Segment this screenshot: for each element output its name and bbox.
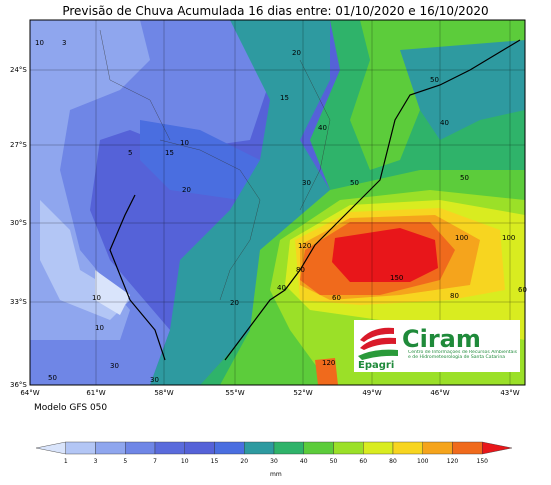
contour-label: 50: [430, 76, 439, 84]
contour-label: 80: [296, 266, 305, 274]
contour-label: 30: [150, 376, 159, 384]
ciram-logo: Ciram Epagri Centro de Informações de Re…: [354, 320, 520, 372]
map-title: Previsão de Chuva Acumulada 16 dias entr…: [62, 4, 489, 18]
contour-labels: 10 3 15 10 20 40 30 50 40 50 50 100 100 …: [35, 39, 527, 384]
lat-label: 27°S: [10, 141, 27, 149]
contour-label: 50: [460, 174, 469, 182]
lon-label: 64°W: [20, 389, 39, 397]
logo-bars: [358, 349, 398, 360]
contour-label: 10: [35, 39, 44, 47]
contour-label: 60: [518, 286, 527, 294]
lon-label: 58°W: [154, 389, 173, 397]
contour-label: 40: [277, 284, 286, 292]
borders: [99, 29, 331, 301]
contour-label: 100: [502, 234, 515, 242]
lat-label: 24°S: [10, 66, 27, 74]
contour-label: 20: [182, 186, 191, 194]
contour-label: 30: [302, 179, 311, 187]
logo-mark: [360, 327, 396, 350]
contour-label: 80: [450, 292, 459, 300]
lon-label: 46°W: [430, 389, 449, 397]
contour-label: 15: [165, 149, 174, 157]
lon-label: 52°W: [293, 389, 312, 397]
colorbar-unit: mm: [270, 471, 282, 478]
contour-label: 50: [350, 179, 359, 187]
lat-label: 30°S: [10, 219, 27, 227]
contour-label: 3: [62, 39, 66, 47]
contour-label: 60: [332, 294, 341, 302]
contour-label: 120: [298, 242, 311, 250]
lon-label: 49°W: [362, 389, 381, 397]
lat-label: 36°S: [10, 381, 27, 389]
logo-name: Ciram: [402, 325, 481, 353]
coastline: [109, 39, 521, 361]
contour-label: 50: [48, 374, 57, 382]
contour-label: 20: [292, 49, 301, 57]
logo-desc: Centro de Informações de Recursos Ambien…: [408, 350, 518, 360]
contour-label: 100: [455, 234, 468, 242]
contour-label: 40: [318, 124, 327, 132]
contour-label: 150: [390, 274, 403, 282]
contour-label: 40: [440, 119, 449, 127]
lon-labels: 64°W 61°W 58°W 55°W 52°W 49°W 46°W 43°W: [20, 389, 519, 397]
lon-label: 55°W: [225, 389, 244, 397]
lat-label: 33°S: [10, 298, 27, 306]
model-label: Modelo GFS 050: [34, 403, 108, 413]
contour-label: 30: [110, 362, 119, 370]
contour-label: 15: [280, 94, 289, 102]
contour-label: 10: [92, 294, 101, 302]
contour-label: 10: [180, 139, 189, 147]
lon-label: 61°W: [86, 389, 105, 397]
contour-label: 20: [230, 299, 239, 307]
lat-labels: 24°S 27°S 30°S 33°S 36°S: [10, 66, 27, 389]
contour-label: 5: [128, 149, 132, 157]
contour-label: 10: [95, 324, 104, 332]
lon-label: 43°W: [500, 389, 519, 397]
contour-label: 120: [322, 359, 335, 367]
logo-org: Epagri: [358, 360, 394, 371]
